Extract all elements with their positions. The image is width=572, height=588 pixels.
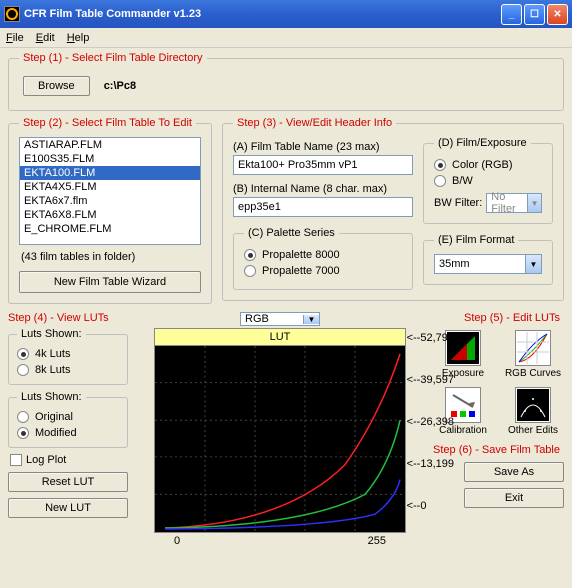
propalette-7000-radio[interactable]: Propalette 7000 — [244, 263, 402, 279]
lut-chart-header: LUT — [154, 328, 406, 345]
exit-button[interactable]: Exit — [464, 488, 564, 508]
other-edits-button[interactable]: Other Edits — [504, 387, 562, 436]
step2-legend: Step (2) - Select Film Table To Edit — [19, 117, 196, 129]
window-title: CFR Film Table Commander v1.23 — [24, 8, 501, 20]
browse-button[interactable]: Browse — [23, 76, 90, 96]
film-exposure-legend: (D) Film/Exposure — [434, 137, 531, 149]
radio-icon — [17, 411, 29, 423]
radio-icon — [434, 159, 446, 171]
step1-legend: Step (1) - Select Film Table Directory — [19, 52, 207, 64]
checkbox-icon — [10, 454, 22, 466]
menu-edit[interactable]: Edit — [36, 32, 55, 44]
step3-group: Step (3) - View/Edit Header Info (A) Fil… — [222, 117, 564, 301]
x-axis-ticks: 0255 — [154, 533, 406, 547]
other-edits-icon — [515, 387, 551, 423]
luts-shown-2-legend: Luts Shown: — [17, 391, 86, 403]
step3-legend: Step (3) - View/Edit Header Info — [233, 117, 396, 129]
film-format-group: (E) Film Format 35mm▼ — [423, 234, 553, 285]
chevron-down-icon: ▼ — [527, 194, 541, 212]
bw-filter-label: BW Filter: — [434, 197, 482, 209]
menu-bar: File Edit Help — [0, 28, 572, 48]
step4-legend: Step (4) - View LUTs — [8, 312, 128, 324]
step5-legend: Step (5) - Edit LUTs — [432, 312, 560, 324]
chevron-down-icon: ▼ — [303, 315, 319, 324]
directory-path: c:\Pc8 — [104, 80, 136, 92]
app-icon — [4, 6, 20, 22]
luts-shown-1-legend: Luts Shown: — [17, 328, 86, 340]
film-table-name-label: (A) Film Table Name (23 max) — [233, 141, 413, 153]
new-lut-button[interactable]: New LUT — [8, 498, 128, 518]
list-item[interactable]: ASTIARAP.FLM — [20, 138, 200, 152]
film-exposure-group: (D) Film/Exposure Color (RGB) B/W BW Fil… — [423, 137, 553, 224]
y-axis-ticks: <--52,796<--39,597<--26,398<--13,199<--0 — [407, 328, 454, 516]
color-rgb-radio[interactable]: Color (RGB) — [434, 157, 542, 173]
list-item[interactable]: EKTA6X8.FLM — [20, 208, 200, 222]
rgb-curves-button[interactable]: RGB Curves — [504, 330, 562, 379]
list-item[interactable]: EKTA100.FLM — [20, 166, 200, 180]
log-plot-checkbox[interactable]: Log Plot — [10, 454, 126, 466]
reset-lut-button[interactable]: Reset LUT — [8, 472, 128, 492]
list-item[interactable]: E100S35.FLM — [20, 152, 200, 166]
luts-shown-size-group: Luts Shown: 4k Luts 8k Luts — [8, 328, 128, 385]
palette-series-group: (C) Palette Series Propalette 8000 Propa… — [233, 227, 413, 290]
chart-channel-combo[interactable]: RGB▼ — [240, 312, 320, 326]
film-table-name-input[interactable] — [233, 155, 413, 175]
close-button[interactable]: ✕ — [547, 4, 568, 25]
menu-help[interactable]: Help — [67, 32, 90, 44]
palette-legend: (C) Palette Series — [244, 227, 339, 239]
luts-shown-mode-group: Luts Shown: Original Modified — [8, 391, 128, 448]
film-format-combo[interactable]: 35mm▼ — [434, 254, 542, 274]
chart-area: RGB▼ LUT <--52,796<--39,597<--2 — [136, 312, 424, 547]
8k-luts-radio[interactable]: 8k Luts — [17, 362, 119, 378]
film-format-legend: (E) Film Format — [434, 234, 518, 246]
bw-filter-combo[interactable]: No Filter▼ — [486, 193, 542, 213]
list-item[interactable]: E_CHROME.FLM — [20, 222, 200, 236]
radio-icon — [244, 249, 256, 261]
list-item[interactable]: EKTA6x7.flm — [20, 194, 200, 208]
maximize-button[interactable]: ☐ — [524, 4, 545, 25]
propalette-8000-radio[interactable]: Propalette 8000 — [244, 247, 402, 263]
internal-name-input[interactable] — [233, 197, 413, 217]
list-item[interactable]: EKTA4X5.FLM — [20, 180, 200, 194]
radio-icon — [17, 364, 29, 376]
step2-group: Step (2) - Select Film Table To Edit AST… — [8, 117, 212, 304]
rgb-curves-icon — [515, 330, 551, 366]
menu-file[interactable]: File — [6, 32, 24, 44]
chevron-down-icon: ▼ — [525, 255, 541, 273]
film-table-list[interactable]: ASTIARAP.FLME100S35.FLMEKTA100.FLMEKTA4X… — [19, 137, 201, 245]
lut-chart — [154, 345, 406, 533]
4k-luts-radio[interactable]: 4k Luts — [17, 346, 119, 362]
original-radio[interactable]: Original — [17, 409, 119, 425]
table-count: (43 film tables in folder) — [21, 251, 201, 263]
radio-icon — [244, 265, 256, 277]
minimize-button[interactable]: _ — [501, 4, 522, 25]
save-as-button[interactable]: Save As — [464, 462, 564, 482]
radio-icon — [17, 348, 29, 360]
radio-icon — [17, 427, 29, 439]
bw-radio[interactable]: B/W — [434, 173, 542, 189]
modified-radio[interactable]: Modified — [17, 425, 119, 441]
radio-icon — [434, 175, 446, 187]
internal-name-label: (B) Internal Name (8 char. max) — [233, 183, 413, 195]
title-bar: CFR Film Table Commander v1.23 _ ☐ ✕ — [0, 0, 572, 28]
step4-group: Step (4) - View LUTs Luts Shown: 4k Luts… — [8, 312, 128, 518]
new-film-table-wizard-button[interactable]: New Film Table Wizard — [19, 271, 201, 293]
step1-group: Step (1) - Select Film Table Directory B… — [8, 52, 564, 111]
